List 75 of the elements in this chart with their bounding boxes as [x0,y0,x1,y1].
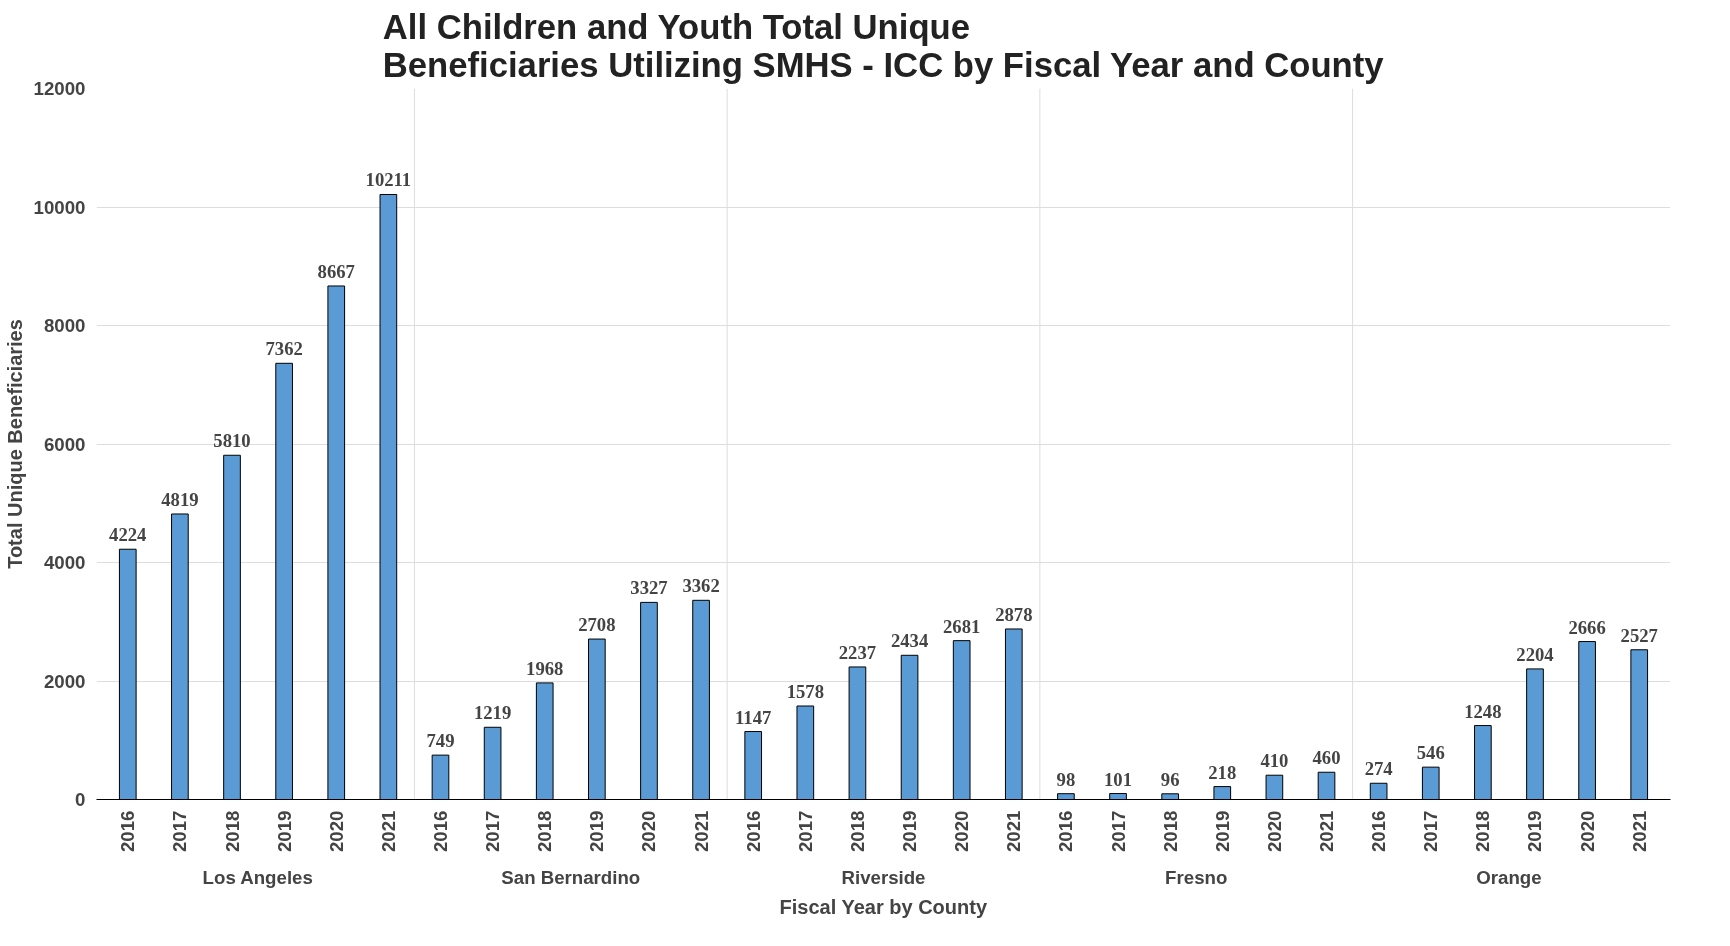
data-label: 460 [1312,747,1341,769]
x-tick-label: 2019 [586,810,608,852]
data-label: 8667 [317,260,355,282]
x-tick-label: 2018 [221,810,243,852]
x-tick-label: 2016 [742,810,764,852]
data-label: 2878 [995,603,1033,625]
x-tick-label: 2021 [1003,810,1025,852]
data-label: 1219 [473,702,512,724]
data-label: 3362 [682,575,720,597]
x-tick-label: 2016 [1368,810,1390,852]
x-tick-label: 2016 [429,810,451,852]
text: Los Angeles [202,866,313,888]
data-label: 5810 [213,430,251,452]
data-label: 2237 [838,641,877,663]
y-axis-title: Total Unique Beneficiaries [3,319,26,569]
data-label: 96 [1160,768,1180,790]
text: Fresno [1165,866,1228,888]
y-tick-label: 0 [75,789,86,810]
x-tick-label: 2017 [1107,810,1129,852]
chart-title: All Children and Youth Total Unique Beneficiaries Utilizing SMHS - ICC by Fiscal Year and County [382,7,1385,84]
x-axis-title: Fiscal Year by County [779,895,988,918]
x-tick-label: 2021 [690,810,712,852]
x-tick-label: 2021 [1316,810,1338,852]
data-label: 2434 [890,630,929,652]
data-label: 4224 [109,524,147,546]
text: Riverside [841,866,926,888]
x-tick-label: 2019 [273,810,295,852]
x-tick-label: 2020 [1263,810,1285,852]
data-label: 274 [1364,758,1393,780]
data-label: 1968 [526,657,564,679]
data-label: 10211 [365,169,412,191]
x-tick-label: 2021 [377,810,399,852]
data-label: 1248 [1464,700,1502,722]
data-label: 2708 [578,614,616,636]
data-label: 2666 [1568,616,1606,638]
y-tick-label: 2000 [44,670,86,692]
x-tick-label: 2021 [1628,810,1650,852]
text: Orange [1476,866,1542,888]
x-tick-label: 2020 [638,810,660,852]
x-tick-label: 2019 [899,810,921,852]
x-tick-label: 2017 [482,810,504,852]
data-label: 98 [1056,768,1076,790]
x-tick-label: 2017 [794,810,816,852]
data-label: 2204 [1516,643,1554,665]
data-label: 1578 [786,681,824,702]
data-label: 2681 [943,615,981,637]
y-tick-label: 12000 [33,78,86,99]
x-tick-label: 2020 [325,810,347,852]
y-tick-label: 10000 [33,196,86,218]
data-label: 410 [1260,750,1289,772]
x-tick-label: 2018 [846,810,868,852]
data-label: 218 [1208,761,1237,783]
x-tick-label: 2017 [1420,810,1442,852]
x-tick-label: 2018 [1472,810,1494,852]
data-label: 7362 [265,338,303,360]
x-tick-label: 2018 [1159,810,1181,852]
x-tick-label: 2016 [1055,810,1077,852]
data-label: 546 [1416,742,1445,764]
x-tick-label: 2019 [1524,810,1546,852]
x-tick-label: 2016 [117,810,139,852]
x-tick-label: 2020 [951,810,973,852]
data-label: 2527 [1620,624,1658,646]
data-label: 3327 [630,577,668,599]
y-tick-label: 6000 [44,433,86,455]
y-tick-label: 4000 [44,552,86,573]
data-label: 4819 [161,488,199,510]
x-tick-label: 2018 [534,810,556,852]
data-label: 749 [426,730,455,752]
data-label: 1147 [735,706,772,728]
x-tick-label: 2019 [1211,810,1233,852]
y-tick-label: 8000 [44,315,86,336]
x-tick-label: 2017 [169,810,191,852]
text: San Bernardino [501,866,641,888]
data-label: 101 [1104,768,1133,790]
x-tick-label: 2020 [1576,810,1598,852]
